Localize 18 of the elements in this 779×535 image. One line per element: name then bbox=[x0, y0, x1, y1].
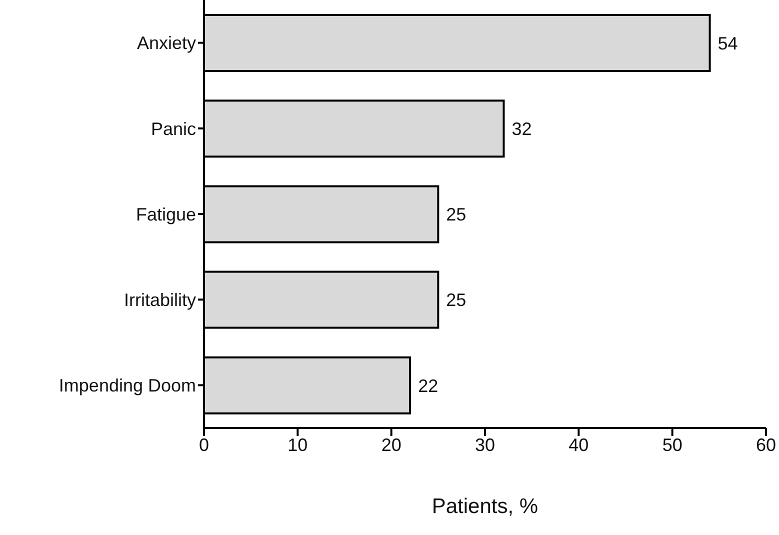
x-axis-title: Patients, % bbox=[432, 495, 538, 518]
data-label: 22 bbox=[418, 376, 438, 396]
y-tick-label: Fatigue bbox=[136, 204, 196, 224]
x-tick-label: 60 bbox=[756, 434, 776, 455]
x-tick-label: 10 bbox=[288, 434, 308, 455]
y-tick-label: Panic bbox=[150, 118, 196, 139]
data-label: 32 bbox=[512, 118, 532, 139]
x-tick-label: 0 bbox=[198, 434, 210, 455]
y-tick-label: Anxiety bbox=[136, 33, 196, 54]
y-tick-label: Irritability bbox=[124, 290, 196, 310]
x-tick-label: 40 bbox=[568, 434, 589, 455]
y-tick-label: Impending Doom bbox=[58, 376, 196, 396]
x-tick-label: 50 bbox=[662, 434, 682, 455]
data-label: 25 bbox=[446, 290, 466, 310]
x-tick-label: 30 bbox=[474, 434, 496, 455]
data-label: 54 bbox=[718, 33, 738, 54]
data-label: 25 bbox=[446, 204, 466, 225]
x-tick-label: 20 bbox=[381, 434, 402, 455]
